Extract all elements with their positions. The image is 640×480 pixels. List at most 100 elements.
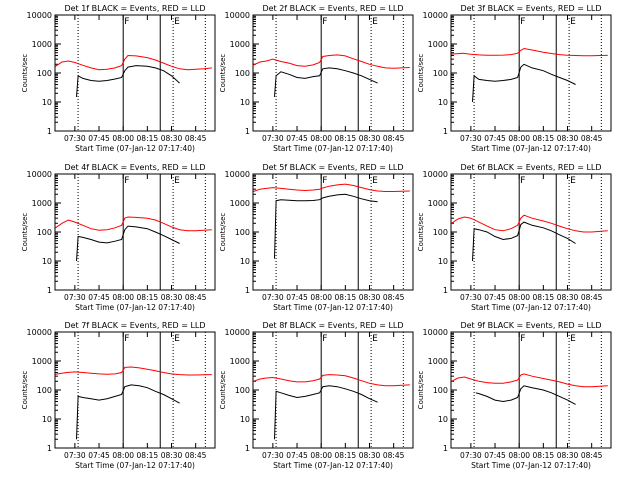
events-series-line <box>475 385 576 405</box>
events-series-line <box>472 221 576 262</box>
x-axis-label: Start Time (07-Jan-12 07:17:40) <box>471 461 591 470</box>
marker-label: E <box>174 334 180 344</box>
panel-title: Det 1f BLACK = Events, RED = LLD <box>64 4 205 13</box>
plot-frame <box>54 331 216 449</box>
x-tick-label: 08:00 <box>112 134 134 143</box>
y-tick-label: 10 <box>240 257 250 266</box>
x-tick-label: 07:30 <box>262 134 284 143</box>
x-tick-label: 07:45 <box>88 134 110 143</box>
x-tick-label: 07:30 <box>64 134 86 143</box>
x-tick-label: 08:15 <box>137 134 159 143</box>
y-axis-label: Counts/sec <box>219 213 227 252</box>
y-axis-label: Counts/sec <box>21 54 29 93</box>
x-tick-label: 07:45 <box>286 451 308 460</box>
marker-label: F <box>322 17 327 27</box>
panel-title: Det 6f BLACK = Events, RED = LLD <box>460 163 601 172</box>
x-tick-label: 08:30 <box>359 451 381 460</box>
events-series-line <box>274 385 378 440</box>
y-tick-label: 1000 <box>428 40 448 49</box>
y-axis-label: Counts/sec <box>417 213 425 252</box>
marker-label: F <box>322 176 327 186</box>
y-tick-label: 1000 <box>230 357 250 366</box>
panel-title: Det 2f BLACK = Events, RED = LLD <box>262 4 403 13</box>
y-tick-label: 10000 <box>423 170 448 179</box>
y-tick-label: 100 <box>37 386 52 395</box>
plot-frame <box>54 14 216 132</box>
x-tick-label: 07:45 <box>484 293 506 302</box>
marker-label: E <box>372 334 378 344</box>
y-tick-label: 100 <box>235 228 250 237</box>
y-axis-label: Counts/sec <box>417 54 425 93</box>
y-tick-label: 10 <box>438 257 448 266</box>
x-tick-label: 08:30 <box>161 134 183 143</box>
marker-label: E <box>372 17 378 27</box>
x-tick-label: 07:45 <box>484 451 506 460</box>
x-tick-label: 08:15 <box>335 293 357 302</box>
y-tick-label: 10 <box>42 257 52 266</box>
y-axis-label: Counts/sec <box>219 54 227 93</box>
x-tick-label: 07:30 <box>460 451 482 460</box>
y-tick-label: 1000 <box>230 199 250 208</box>
x-tick-label: 08:45 <box>185 134 207 143</box>
lld-series-line <box>451 47 608 57</box>
y-tick-label: 1000 <box>428 357 448 366</box>
y-tick-label: 1 <box>245 127 250 136</box>
panel-8: Det 8f BLACK = Events, RED = LLD 1 10 100 10… <box>219 321 414 470</box>
lld-series-line <box>451 214 608 233</box>
y-tick-label: 10000 <box>225 170 250 179</box>
plot-frame <box>252 331 414 449</box>
x-tick-label: 08:00 <box>310 451 332 460</box>
y-tick-label: 10000 <box>27 170 52 179</box>
x-axis-label: Start Time (07-Jan-12 07:17:40) <box>471 144 591 153</box>
events-series-line <box>76 384 180 440</box>
panel-title: Det 8f BLACK = Events, RED = LLD <box>262 321 403 330</box>
y-tick-label: 10 <box>240 415 250 424</box>
y-tick-label: 10000 <box>423 11 448 20</box>
panel-title: Det 4f BLACK = Events, RED = LLD <box>64 163 205 172</box>
y-tick-label: 100 <box>433 69 448 78</box>
lld-series-line <box>253 54 410 69</box>
y-tick-label: 10000 <box>27 11 52 20</box>
panel-7: Det 7f BLACK = Events, RED = LLD 1 10 100 10… <box>21 321 216 470</box>
plot-frame <box>450 14 612 132</box>
x-tick-label: 07:45 <box>484 134 506 143</box>
y-tick-label: 10000 <box>27 328 52 337</box>
panel-6: Det 6f BLACK = Events, RED = LLD 1 10 100 10… <box>417 163 612 312</box>
x-tick-label: 08:00 <box>112 293 134 302</box>
y-tick-label: 10000 <box>225 328 250 337</box>
panel-title: Det 5f BLACK = Events, RED = LLD <box>262 163 403 172</box>
x-tick-label: 08:45 <box>383 134 405 143</box>
y-tick-label: 100 <box>37 228 52 237</box>
y-axis-label: Counts/sec <box>21 213 29 252</box>
x-tick-label: 08:45 <box>383 451 405 460</box>
marker-label: E <box>372 176 378 186</box>
x-tick-label: 08:30 <box>557 293 579 302</box>
events-series-line <box>274 193 378 259</box>
x-tick-label: 07:45 <box>88 451 110 460</box>
marker-label: E <box>570 176 576 186</box>
lld-series-line <box>253 183 410 192</box>
plot-frame <box>54 173 216 291</box>
y-tick-label: 10000 <box>423 328 448 337</box>
y-tick-label: 1 <box>47 286 52 295</box>
y-tick-label: 1 <box>443 444 448 453</box>
x-axis-label: Start Time (07-Jan-12 07:17:40) <box>75 144 195 153</box>
x-axis-label: Start Time (07-Jan-12 07:17:40) <box>75 303 195 312</box>
x-tick-label: 08:15 <box>335 134 357 143</box>
x-tick-label: 07:30 <box>460 134 482 143</box>
marker-label: F <box>520 17 525 27</box>
y-tick-label: 1 <box>47 127 52 136</box>
x-tick-label: 08:45 <box>185 293 207 302</box>
panel-4: Det 4f BLACK = Events, RED = LLD 1 10 100 10… <box>21 163 216 312</box>
x-tick-label: 07:45 <box>286 293 308 302</box>
marker-label: F <box>124 176 129 186</box>
y-tick-label: 1 <box>443 286 448 295</box>
y-tick-label: 100 <box>235 386 250 395</box>
panel-2: Det 2f BLACK = Events, RED = LLD 1 10 100 10… <box>219 4 414 153</box>
marker-label: F <box>124 334 129 344</box>
lld-series-line <box>55 54 212 71</box>
x-tick-label: 08:30 <box>557 134 579 143</box>
x-axis-label: Start Time (07-Jan-12 07:17:40) <box>75 461 195 470</box>
x-tick-label: 08:45 <box>581 293 603 302</box>
events-series-line <box>472 63 576 103</box>
